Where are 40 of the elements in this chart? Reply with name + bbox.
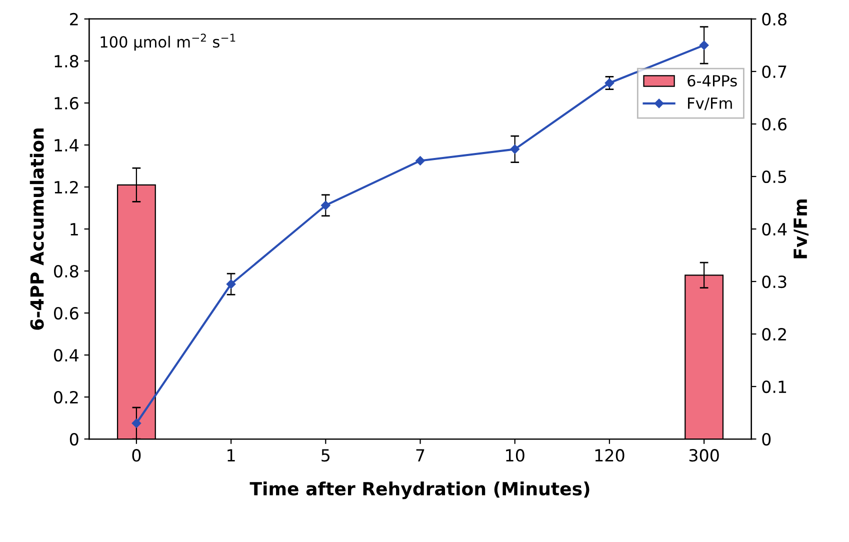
y2-tick-label: 0.7 bbox=[762, 65, 786, 78]
point bbox=[226, 280, 236, 289]
y-tick-label: 0 bbox=[70, 432, 78, 446]
y-tick-label: 0.8 bbox=[54, 264, 78, 278]
y2-tick-label: 0 bbox=[762, 432, 771, 446]
x-tick-label: 5 bbox=[322, 449, 330, 462]
y2-tick-label: 0.2 bbox=[762, 328, 786, 341]
point bbox=[132, 418, 142, 428]
y2-tick-label: 0.4 bbox=[762, 222, 787, 236]
legend-label: Fv/Fm bbox=[688, 98, 732, 110]
point bbox=[604, 78, 614, 88]
y-tick-label: 0.6 bbox=[54, 306, 78, 320]
y-tick-label: 1 bbox=[70, 223, 78, 236]
y-tick-label: 1.8 bbox=[54, 54, 78, 68]
y2-axis-title: Fv/Fm bbox=[794, 200, 809, 258]
point bbox=[510, 144, 520, 154]
y2-tick-label: 0.1 bbox=[762, 380, 786, 394]
point bbox=[699, 40, 709, 50]
x-tick-label: 300 bbox=[689, 449, 719, 462]
x-tick-label: 0 bbox=[132, 449, 141, 462]
y-tick-label: 1.4 bbox=[54, 139, 78, 152]
y-tick-label: 0.2 bbox=[54, 390, 78, 404]
x-tick-label: 10 bbox=[506, 449, 524, 462]
annotation: 100 μmol m$^{−2}$ s$^{−1}$ bbox=[100, 34, 236, 51]
y2-tick-label: 0.5 bbox=[762, 170, 786, 184]
y-tick-label: 1.6 bbox=[54, 96, 78, 110]
y-axis-title: 6-4PP Accumulation bbox=[30, 128, 44, 330]
y2-tick-label: 0.3 bbox=[762, 275, 786, 288]
y-tick-label: 2 bbox=[70, 12, 78, 26]
x-axis-title: Time after Rehydration (Minutes) bbox=[250, 482, 590, 500]
y-tick-label: 1.2 bbox=[54, 180, 78, 194]
point bbox=[416, 156, 425, 166]
y-tick-label: 0.4 bbox=[54, 348, 78, 362]
legend-label: 6-4PPs bbox=[688, 74, 737, 87]
x-tick-label: 7 bbox=[416, 449, 424, 462]
x-tick-label: 1 bbox=[228, 449, 235, 462]
x-tick-label: 120 bbox=[595, 449, 624, 462]
point bbox=[321, 200, 330, 210]
y2-tick-label: 0.8 bbox=[762, 12, 786, 26]
y2-tick-label: 0.6 bbox=[762, 118, 787, 131]
